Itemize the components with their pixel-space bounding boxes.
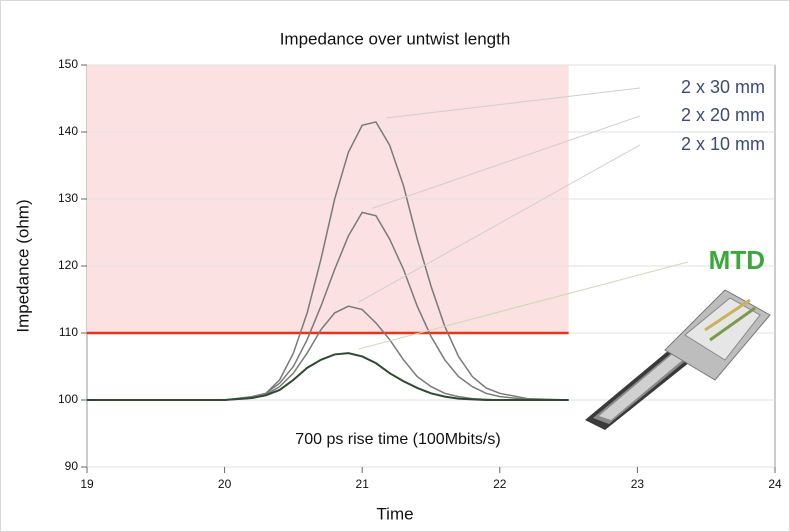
- series-line: [87, 352, 569, 401]
- y-axis-label: Impedance (ohm): [13, 199, 32, 332]
- plot-area: 90 100 110 120 130 140 150 19 20 21 22 23 24: [58, 57, 782, 491]
- y-tick-label: 150: [58, 57, 78, 71]
- annotation: 700 ps rise time (100Mbits/s): [295, 431, 500, 448]
- x-tick-label: 21: [356, 477, 370, 491]
- y-tick-label: 110: [59, 325, 78, 339]
- x-tick-label: 20: [218, 477, 232, 491]
- legend-label: MTD: [709, 245, 765, 275]
- leader-line: [358, 144, 641, 303]
- y-tick-label: 90: [65, 459, 79, 473]
- connector-illustration: [585, 289, 771, 430]
- legend-label: 2 x 20 mm: [681, 105, 765, 125]
- legend-label: 2 x 30 mm: [681, 77, 765, 97]
- y-tick-label: 140: [58, 124, 78, 138]
- x-tick-label: 22: [493, 477, 507, 491]
- x-tick-label: 23: [631, 477, 645, 491]
- chart-title: Impedance over untwist length: [280, 29, 511, 48]
- x-tick-label: 19: [80, 477, 94, 491]
- leader-line: [385, 87, 641, 119]
- y-tick-label: 130: [58, 191, 78, 205]
- y-tick-label: 120: [58, 258, 78, 272]
- x-axis-label: Time: [376, 504, 413, 523]
- series-line: [87, 211, 569, 401]
- series-line: [87, 121, 569, 401]
- x-tick-label: 24: [768, 477, 782, 491]
- legend-label: 2 x 10 mm: [681, 134, 765, 154]
- leader-line: [372, 115, 641, 209]
- leader-line: [358, 261, 689, 350]
- y-tick-label: 100: [58, 392, 78, 406]
